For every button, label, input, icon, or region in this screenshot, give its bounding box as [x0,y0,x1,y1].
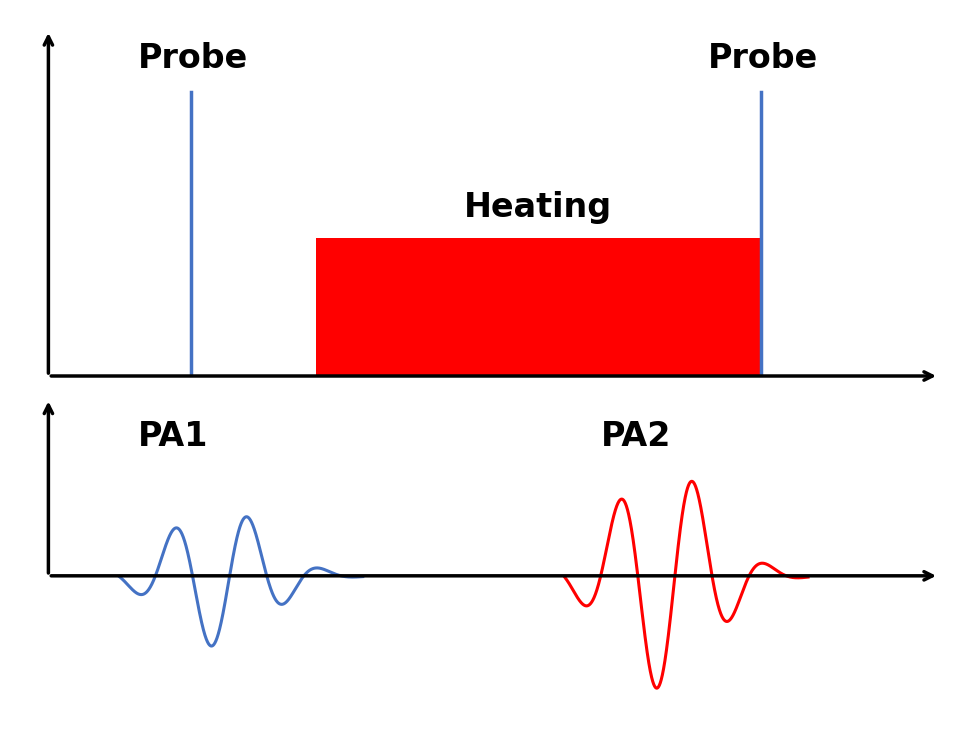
Text: Probe: Probe [137,42,248,75]
Text: PA2: PA2 [600,420,671,453]
Text: Heating: Heating [464,191,613,224]
Text: PA1: PA1 [137,420,208,453]
Text: Probe: Probe [708,42,818,75]
Bar [316,238,761,376]
